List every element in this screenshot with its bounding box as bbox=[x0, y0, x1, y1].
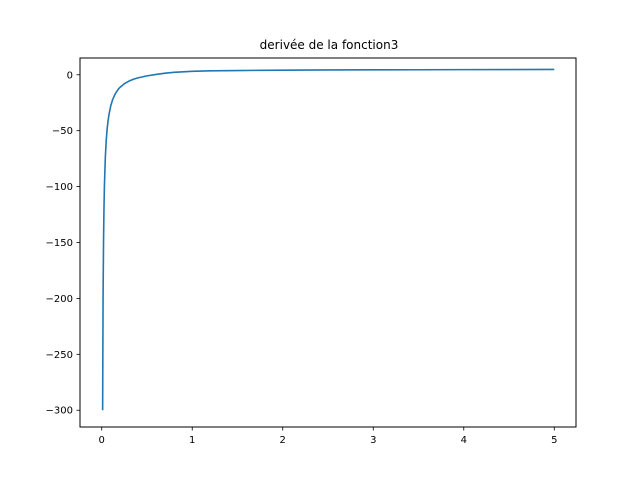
y-tick-label: 0 bbox=[67, 70, 73, 81]
y-tick-label: −300 bbox=[46, 406, 73, 417]
x-tick-label: 2 bbox=[280, 435, 286, 446]
x-tick-label: 1 bbox=[189, 435, 195, 446]
y-axis-ticks: 0 −50 −100 −150 −200 −250 −300 bbox=[46, 70, 80, 417]
y-tick-label: −100 bbox=[46, 182, 73, 193]
chart-title: derivée de la fonction3 bbox=[260, 38, 399, 52]
axes-frame bbox=[79, 57, 577, 428]
x-axis-ticks: 0 1 2 3 4 5 bbox=[99, 427, 557, 446]
plot-area bbox=[101, 68, 555, 411]
x-tick-label: 4 bbox=[461, 435, 467, 446]
x-tick-label: 0 bbox=[99, 435, 105, 446]
y-tick-label: −200 bbox=[46, 294, 73, 305]
x-tick-label: 3 bbox=[370, 435, 376, 446]
y-tick-label: −250 bbox=[46, 350, 73, 361]
x-tick-label: 5 bbox=[551, 435, 557, 446]
y-tick-label: −150 bbox=[46, 238, 73, 249]
y-tick-label: −50 bbox=[52, 126, 73, 137]
series-line bbox=[101, 68, 555, 411]
